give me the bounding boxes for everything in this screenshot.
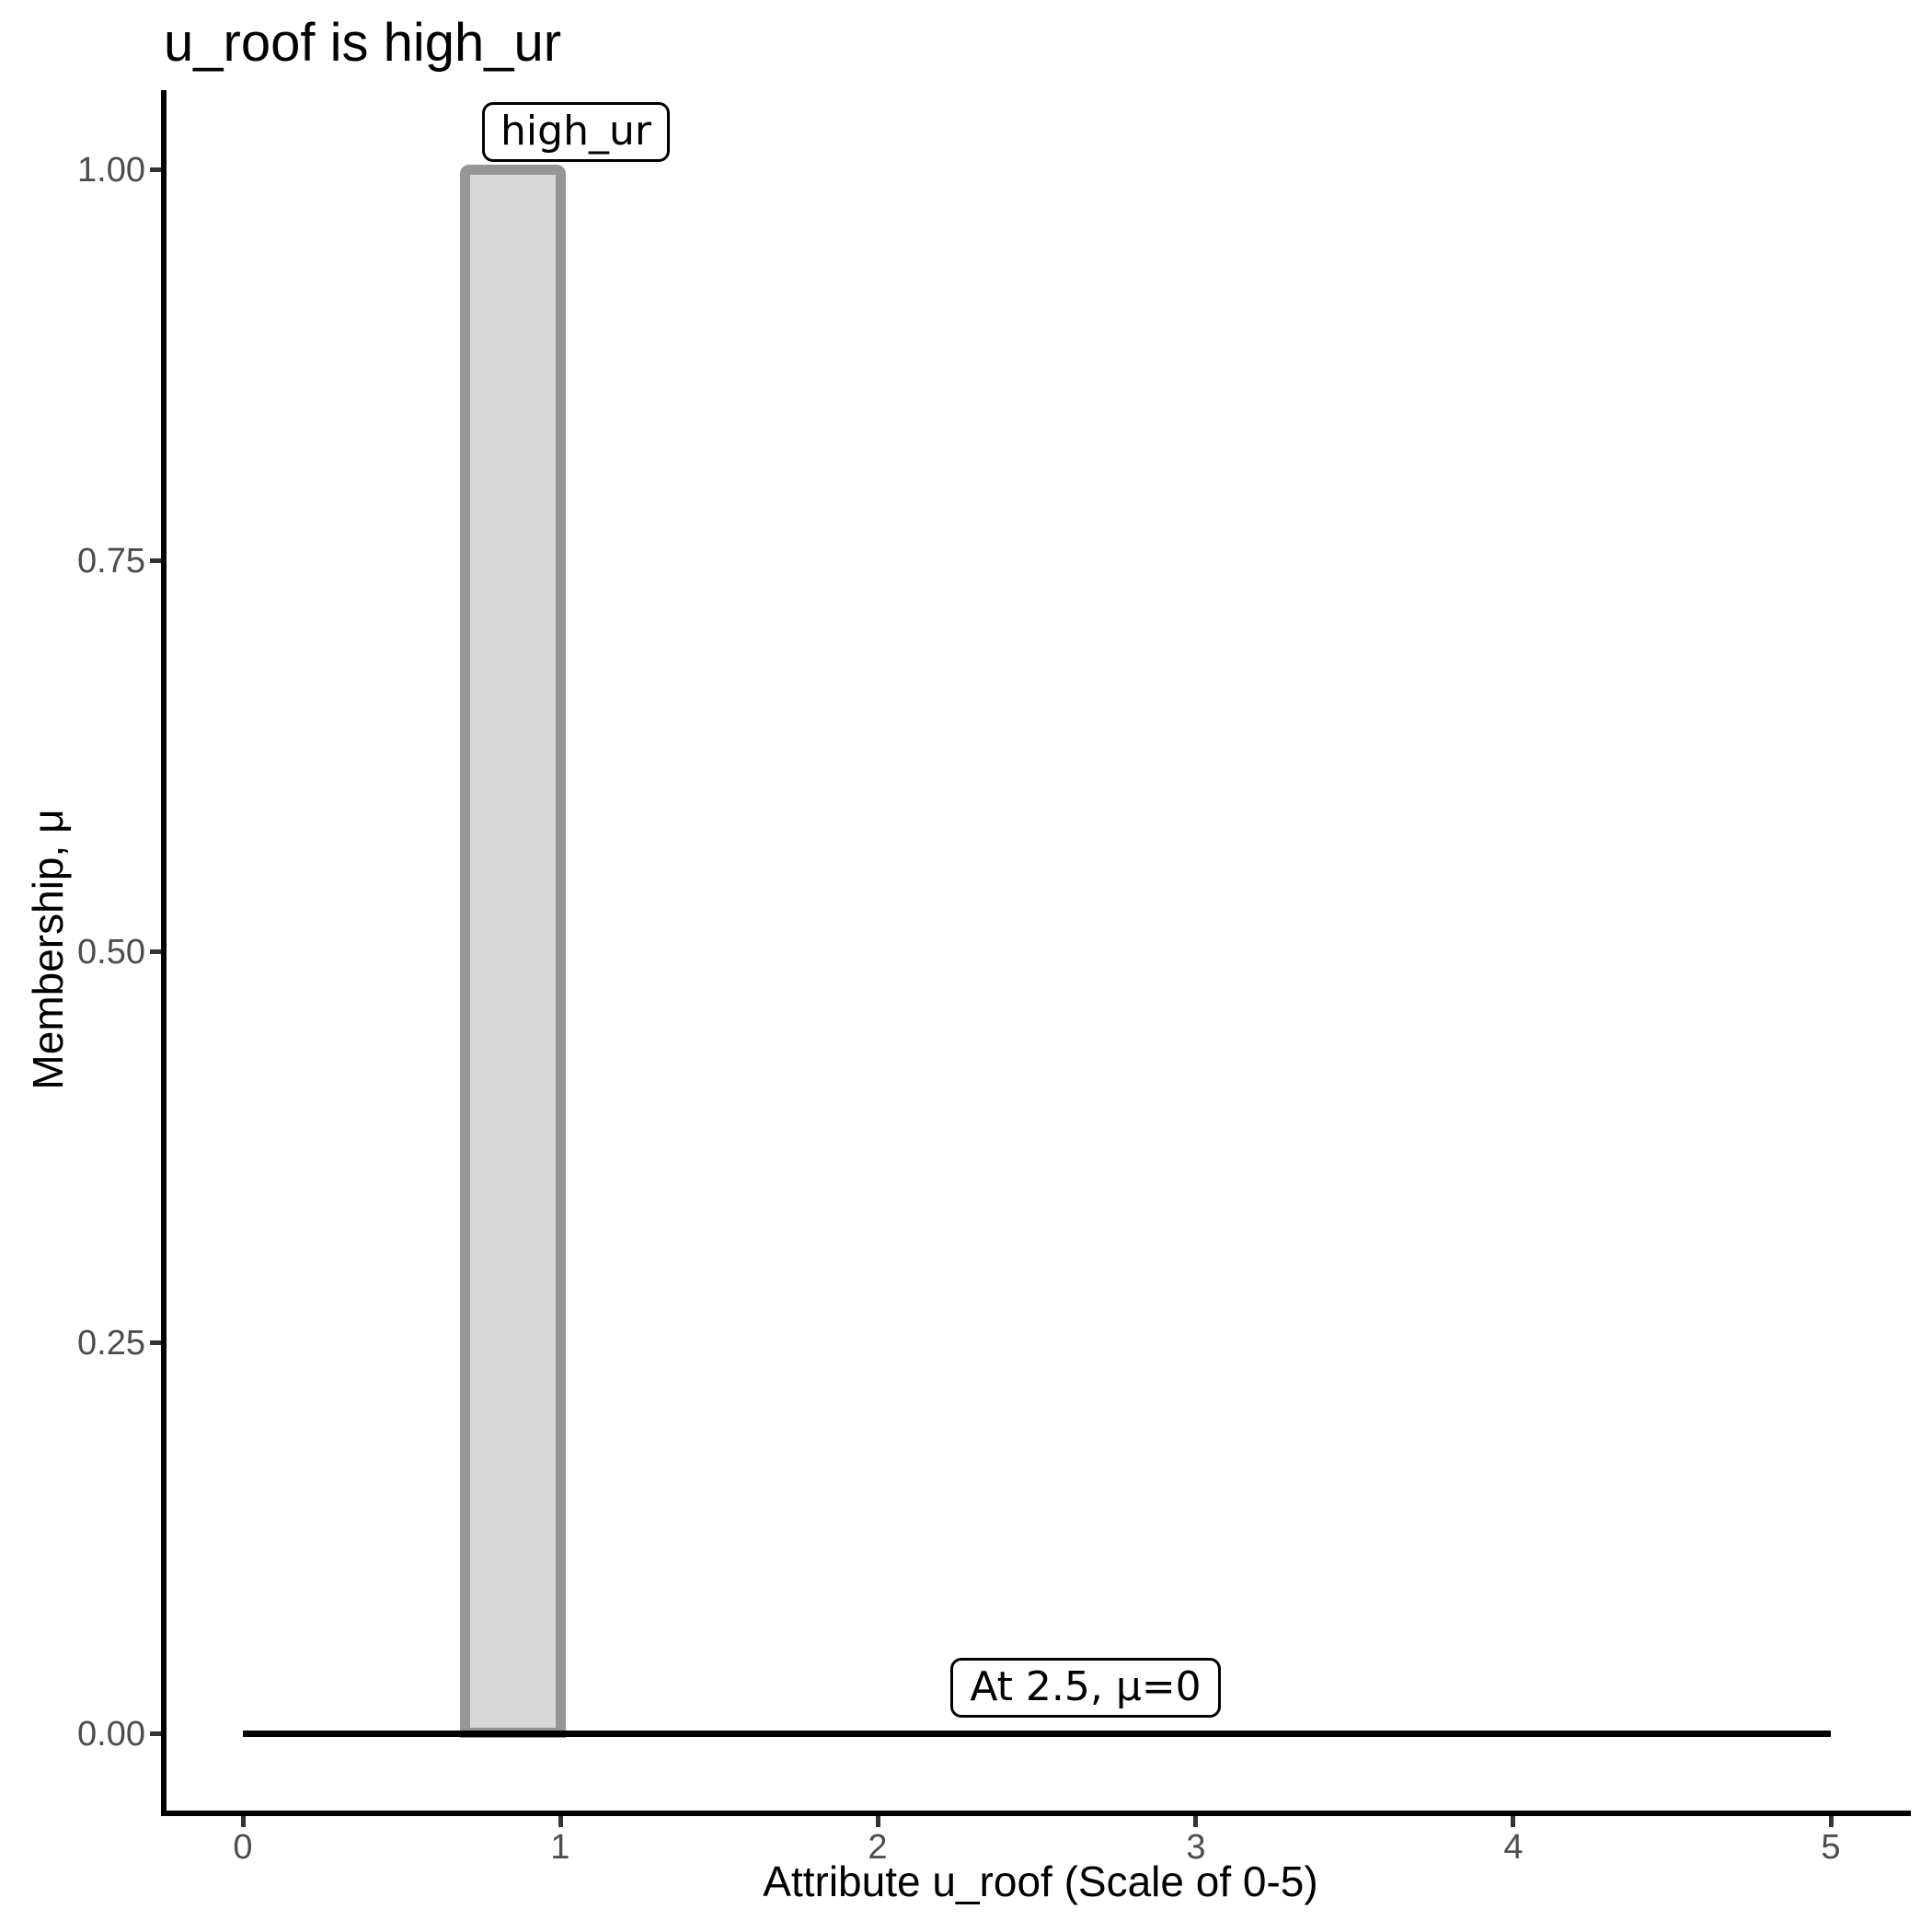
x-tick-mark-5 xyxy=(1829,1816,1834,1827)
y-tick-mark-0.50 xyxy=(150,949,161,954)
y-tick-label-0.25: 0.25 xyxy=(77,1324,145,1363)
y-tick-label-1.00: 1.00 xyxy=(77,151,145,190)
x-tick-mark-4 xyxy=(1511,1816,1515,1827)
x-tick-label-1: 1 xyxy=(550,1828,570,1867)
y-tick-label-0.50: 0.50 xyxy=(77,933,145,972)
y-tick-mark-1.00 xyxy=(150,167,161,172)
x-tick-label-0: 0 xyxy=(233,1828,253,1867)
y-tick-mark-0.00 xyxy=(150,1731,161,1736)
evaluation-annotation-label: At 2.5, μ=0 xyxy=(950,1658,1221,1718)
x-axis-line xyxy=(161,1811,1911,1816)
x-tick-label-4: 4 xyxy=(1503,1828,1524,1867)
x-tick-label-2: 2 xyxy=(868,1828,888,1867)
y-tick-mark-0.75 xyxy=(150,558,161,563)
y-axis-line xyxy=(161,90,167,1816)
x-tick-mark-0 xyxy=(241,1816,246,1827)
y-axis-title: Membership, μ xyxy=(24,809,72,1090)
y-tick-label-0.75: 0.75 xyxy=(77,542,145,581)
x-axis-title: Attribute u_roof (Scale of 0-5) xyxy=(763,1857,1318,1905)
x-tick-label-3: 3 xyxy=(1186,1828,1206,1867)
x-tick-mark-1 xyxy=(558,1816,563,1827)
y-tick-label-0.00: 0.00 xyxy=(77,1715,145,1754)
y-tick-mark-0.25 xyxy=(150,1340,161,1345)
zero-membership-line xyxy=(243,1731,1831,1737)
set-name-label: high_ur xyxy=(482,102,670,162)
membership-rectangle-high-ur xyxy=(460,165,566,1738)
x-tick-mark-2 xyxy=(876,1816,880,1827)
plot-title: u_roof is high_ur xyxy=(164,13,562,73)
x-tick-label-5: 5 xyxy=(1821,1828,1841,1867)
x-tick-mark-3 xyxy=(1193,1816,1198,1827)
